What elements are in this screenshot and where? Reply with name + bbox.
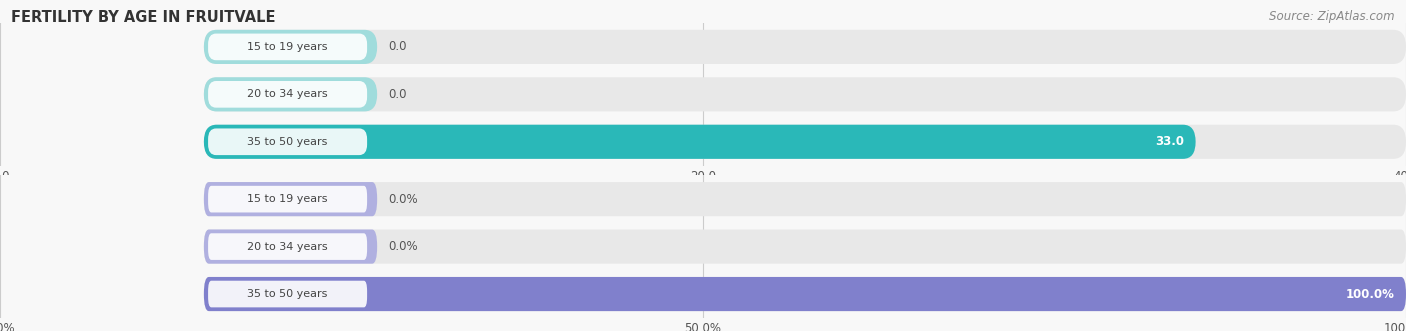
FancyBboxPatch shape [204,182,1406,216]
Text: 33.0: 33.0 [1156,135,1184,148]
FancyBboxPatch shape [208,33,367,60]
FancyBboxPatch shape [204,77,377,112]
FancyBboxPatch shape [204,77,1406,112]
FancyBboxPatch shape [204,229,377,264]
Text: 20 to 34 years: 20 to 34 years [247,89,328,99]
Text: 15 to 19 years: 15 to 19 years [247,194,328,204]
FancyBboxPatch shape [204,30,1406,64]
FancyBboxPatch shape [204,229,1406,264]
Text: 35 to 50 years: 35 to 50 years [247,137,328,147]
FancyBboxPatch shape [204,125,1406,159]
FancyBboxPatch shape [208,281,367,307]
FancyBboxPatch shape [208,81,367,108]
FancyBboxPatch shape [208,186,367,213]
Text: 20 to 34 years: 20 to 34 years [247,242,328,252]
Text: 100.0%: 100.0% [1346,288,1395,301]
Text: 35 to 50 years: 35 to 50 years [247,289,328,299]
FancyBboxPatch shape [204,125,1195,159]
Text: FERTILITY BY AGE IN FRUITVALE: FERTILITY BY AGE IN FRUITVALE [11,10,276,25]
FancyBboxPatch shape [204,277,1406,311]
Text: 0.0%: 0.0% [388,240,418,253]
FancyBboxPatch shape [208,233,367,260]
FancyBboxPatch shape [204,30,377,64]
FancyBboxPatch shape [208,128,367,155]
Text: Source: ZipAtlas.com: Source: ZipAtlas.com [1270,10,1395,23]
Text: 15 to 19 years: 15 to 19 years [247,42,328,52]
FancyBboxPatch shape [204,182,377,216]
FancyBboxPatch shape [204,277,1406,311]
Text: 0.0: 0.0 [388,40,406,53]
Text: 0.0: 0.0 [388,88,406,101]
Text: 0.0%: 0.0% [388,193,418,206]
